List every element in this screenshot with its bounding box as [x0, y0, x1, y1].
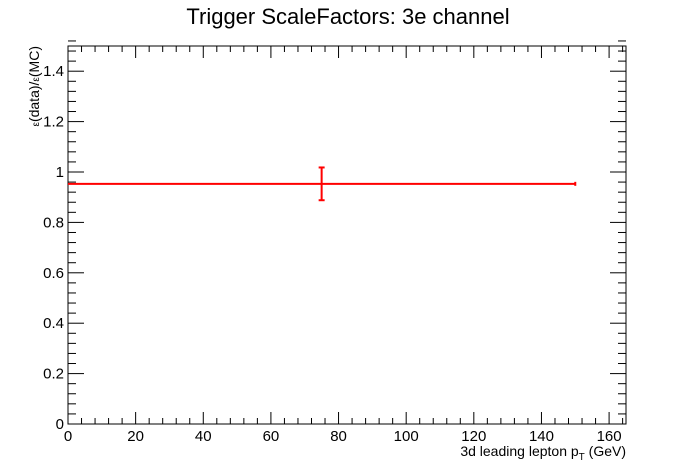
plot-frame: [67, 45, 627, 425]
axis-ticks: [67, 40, 626, 425]
y-tick-label: 0.2: [43, 366, 64, 383]
y-axis-title-epsilon-1: ε: [31, 122, 42, 127]
y-axis-title-data: (data)/: [26, 81, 42, 122]
x-tick-label: 160: [597, 428, 622, 445]
x-axis-title-sub: T: [579, 452, 585, 463]
y-axis-title: ε(data)/ε(MC): [26, 46, 42, 127]
y-tick-label: 1.2: [43, 114, 64, 131]
x-tick-label: 80: [330, 428, 347, 445]
x-tick-label: 120: [461, 428, 486, 445]
x-axis-title-unit: (GeV): [585, 443, 626, 459]
y-tick-label: 1.4: [43, 63, 64, 80]
x-tick-label: 140: [529, 428, 554, 445]
y-tick-labels: 0 0.2 0.4 0.6 0.8 1 1.2 1.4: [43, 63, 64, 433]
x-axis-title-main: 3d leading lepton p: [460, 443, 579, 459]
x-tick-label: 100: [394, 428, 419, 445]
y-tick-label: 0.4: [43, 315, 64, 332]
y-tick-label: 0.6: [43, 265, 64, 282]
x-tick-label: 60: [263, 428, 280, 445]
data-series: [68, 166, 577, 202]
y-tick-label: 0.8: [43, 214, 64, 231]
x-tick-label: 0: [64, 428, 72, 445]
y-axis-title-mc: (MC): [26, 46, 42, 77]
chart-title: Trigger ScaleFactors: 3e channel: [186, 4, 509, 29]
x-tick-labels: 0 20 40 60 80 100 120 140 160: [64, 428, 622, 445]
x-tick-label: 40: [195, 428, 212, 445]
x-axis-title: 3d leading lepton pT (GeV): [460, 443, 626, 463]
y-tick-label: 0: [56, 416, 64, 433]
x-tick-label: 20: [127, 428, 144, 445]
y-axis-title-epsilon-2: ε: [31, 77, 42, 82]
y-tick-label: 1: [56, 164, 64, 181]
